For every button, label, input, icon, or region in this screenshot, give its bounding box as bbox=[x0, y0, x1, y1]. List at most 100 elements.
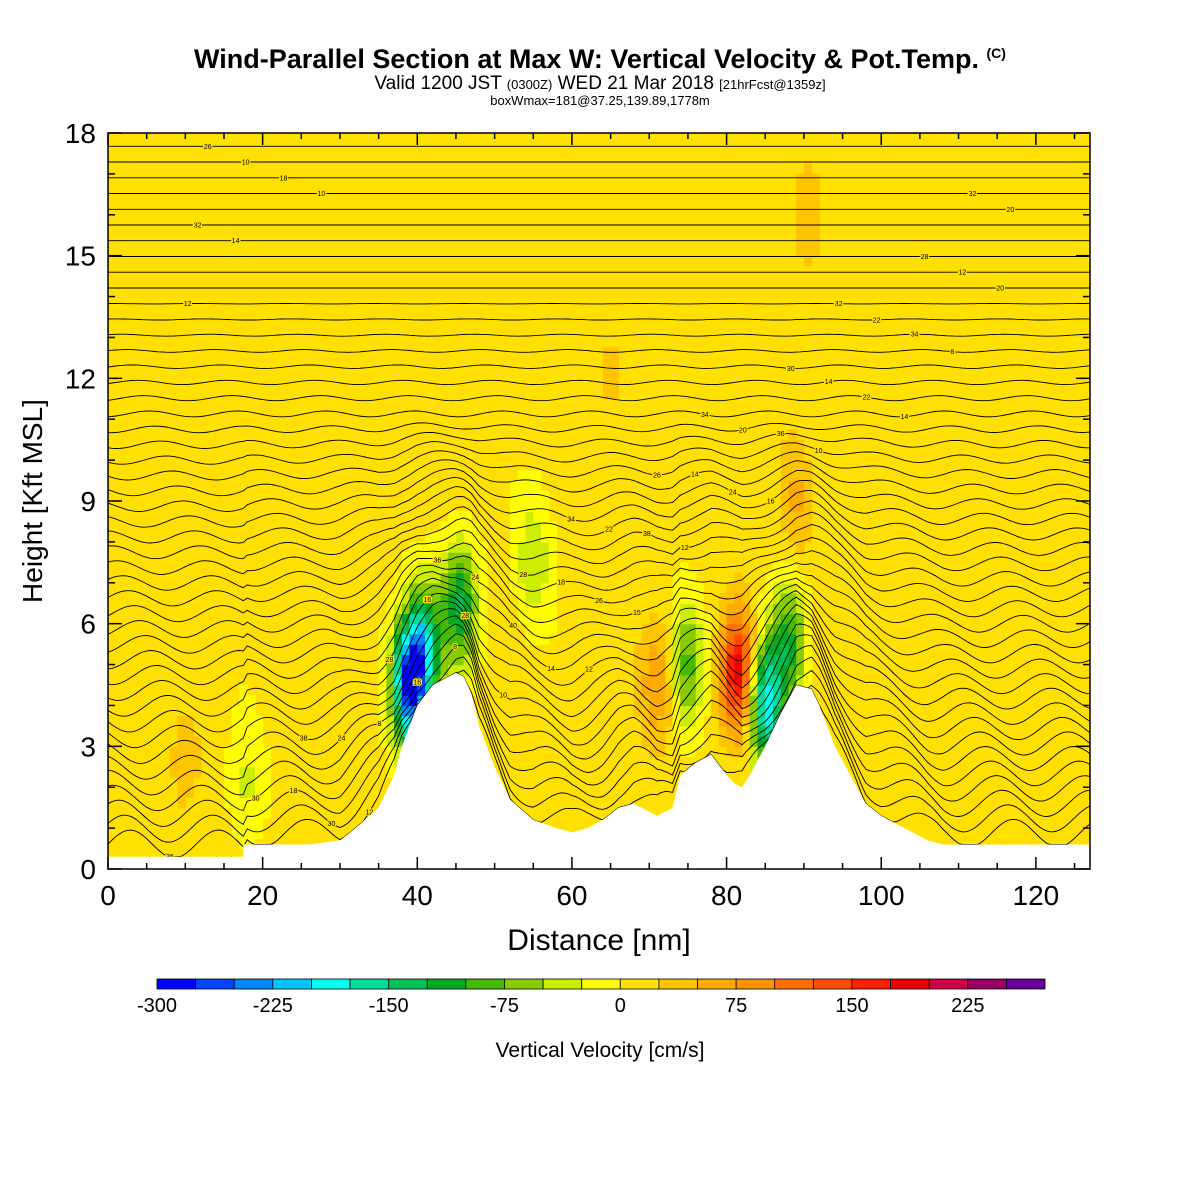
w-cell bbox=[471, 603, 480, 615]
w-cell bbox=[757, 695, 766, 707]
contour-label: 16 bbox=[413, 680, 421, 687]
theta-isentrope bbox=[108, 476, 1090, 528]
w-cell bbox=[772, 572, 782, 584]
w-cell bbox=[695, 715, 704, 727]
w-cell bbox=[765, 623, 774, 635]
theta-isentrope bbox=[108, 379, 1090, 386]
w-cell bbox=[711, 695, 720, 707]
w-cell bbox=[455, 552, 465, 563]
w-cell bbox=[533, 552, 542, 563]
w-cell bbox=[811, 204, 820, 216]
w-cell bbox=[231, 817, 241, 829]
colorbar-swatch bbox=[967, 978, 1007, 990]
w-cell bbox=[479, 613, 488, 625]
w-cell bbox=[796, 531, 805, 543]
w-cell bbox=[394, 695, 403, 707]
y-tick-label: 18 bbox=[65, 118, 96, 149]
w-cell bbox=[386, 756, 395, 768]
w-cell bbox=[448, 521, 457, 533]
w-cell bbox=[680, 705, 689, 717]
w-cell bbox=[239, 715, 248, 727]
w-cell bbox=[788, 449, 797, 461]
w-cell bbox=[548, 603, 558, 615]
w-cell bbox=[803, 582, 813, 594]
w-cell bbox=[742, 674, 751, 686]
w-cell bbox=[541, 562, 550, 574]
w-cell bbox=[479, 582, 488, 594]
contour-label: 34 bbox=[567, 517, 575, 524]
w-cell bbox=[788, 562, 797, 574]
w-cell bbox=[548, 593, 558, 604]
chart-title: Wind-Parallel Section at Max W: Vertical… bbox=[194, 44, 1006, 74]
w-cell bbox=[378, 633, 387, 645]
w-cell bbox=[239, 828, 248, 839]
contour-label: 30 bbox=[252, 796, 260, 803]
w-cell bbox=[788, 593, 797, 604]
contour-label: 28 bbox=[921, 254, 929, 261]
w-cell bbox=[193, 736, 202, 747]
w-cell bbox=[788, 623, 797, 635]
w-cell bbox=[633, 644, 643, 655]
w-cell bbox=[811, 214, 820, 226]
w-cell bbox=[517, 562, 527, 574]
w-cell bbox=[780, 449, 790, 461]
w-cell bbox=[386, 766, 395, 778]
w-cell bbox=[517, 490, 527, 502]
w-cell bbox=[455, 644, 465, 655]
colorbar-swatch bbox=[1005, 978, 1046, 990]
w-cell bbox=[649, 736, 658, 747]
w-cell bbox=[541, 501, 550, 512]
y-axis-label: Height [Kft MSL] bbox=[17, 399, 48, 603]
w-cell bbox=[432, 582, 442, 594]
colorbar-tick-label: -225 bbox=[253, 995, 293, 1017]
w-cell bbox=[734, 613, 743, 625]
w-cell bbox=[525, 480, 534, 492]
w-cell bbox=[177, 725, 186, 737]
w-cell bbox=[742, 695, 751, 707]
w-cell bbox=[703, 613, 712, 625]
w-cell bbox=[378, 705, 387, 717]
w-cell bbox=[247, 746, 256, 758]
w-cell bbox=[757, 685, 766, 696]
w-cell bbox=[803, 245, 813, 257]
w-cell bbox=[726, 685, 735, 696]
w-cell bbox=[718, 654, 728, 666]
w-cell bbox=[772, 695, 782, 707]
w-cell bbox=[463, 582, 473, 594]
w-cell bbox=[440, 572, 449, 584]
w-cell bbox=[409, 664, 418, 676]
w-cell bbox=[533, 572, 542, 584]
w-cell bbox=[749, 725, 759, 737]
w-cell bbox=[517, 572, 527, 584]
w-cell bbox=[765, 695, 774, 707]
w-cell bbox=[803, 460, 813, 471]
w-cell bbox=[780, 674, 790, 686]
w-cell bbox=[680, 572, 689, 584]
w-cell bbox=[796, 644, 805, 655]
w-cell bbox=[664, 715, 674, 727]
w-cell bbox=[510, 501, 519, 512]
w-cell bbox=[772, 705, 782, 717]
theta-isentrope bbox=[108, 555, 1090, 638]
w-cell bbox=[471, 541, 480, 553]
w-cell bbox=[788, 531, 797, 543]
colorbar-swatch bbox=[619, 978, 660, 990]
w-cell bbox=[401, 725, 411, 737]
w-cell bbox=[425, 664, 434, 676]
w-cell bbox=[448, 633, 457, 645]
contour-label: 24 bbox=[471, 575, 479, 582]
w-cell bbox=[386, 654, 395, 666]
w-cell bbox=[401, 562, 411, 574]
w-cell bbox=[695, 664, 704, 676]
w-cell bbox=[517, 531, 527, 543]
colorbar-swatch bbox=[156, 978, 197, 990]
w-cell bbox=[541, 633, 550, 645]
w-cell bbox=[734, 685, 743, 696]
contour-label: 18 bbox=[290, 788, 298, 795]
colorbar-swatch bbox=[890, 978, 930, 990]
w-cell bbox=[185, 725, 194, 737]
w-cell bbox=[695, 644, 704, 655]
w-cell bbox=[479, 633, 488, 645]
w-cell bbox=[386, 705, 395, 717]
w-cell bbox=[409, 593, 418, 604]
